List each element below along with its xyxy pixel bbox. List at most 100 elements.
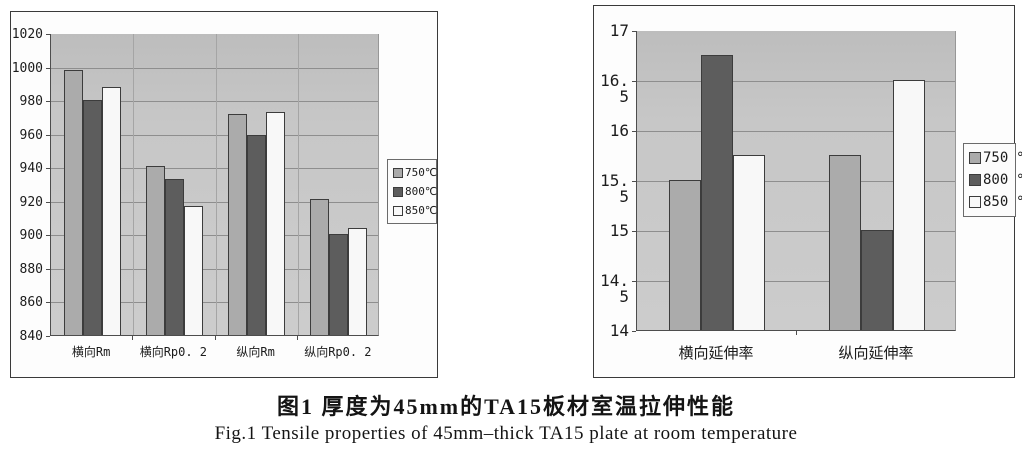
left-chart: 1020 1000 980 960 940 920 900 880 860 840 横向Rm 横向Rp…	[10, 11, 438, 378]
right-chart: 17 16. 5 16 15. 5 15 14. 5 14 横向延伸率 纵向延伸率 750 ℃ 80…	[593, 5, 1022, 378]
legend-swatch	[969, 174, 981, 186]
category-separator	[216, 34, 217, 335]
bar-850-cat1	[102, 87, 121, 335]
legend-swatch	[969, 196, 981, 208]
x-axis-tick-mark	[215, 336, 216, 340]
bar-750-cat1	[669, 180, 701, 330]
y-axis-tick-label: 16	[609, 121, 629, 140]
y-axis-tick-label: 840	[19, 328, 43, 344]
y-axis-tick-mark	[46, 34, 50, 35]
legend-swatch	[393, 167, 403, 178]
category-label: 横向延伸率	[678, 344, 754, 362]
caption-chinese: 图1 厚度为45mm的TA15板材室温拉伸性能	[276, 394, 736, 419]
gridline	[51, 168, 378, 169]
gridline	[637, 81, 955, 82]
y-axis-tick-mark	[632, 281, 636, 282]
y-axis-tick-mark	[632, 181, 636, 182]
gridline	[637, 181, 955, 182]
legend-item: 800 ℃	[969, 169, 1022, 191]
legend-swatch	[393, 186, 403, 197]
y-axis-tick-label: 920	[19, 194, 43, 210]
legend: 750 ℃ 800 ℃ 850 ℃	[963, 143, 1022, 217]
y-axis-tick-label: 900	[19, 227, 43, 243]
bar-750-cat2	[829, 155, 861, 330]
y-axis-tick-label: 860	[19, 294, 43, 310]
y-axis-tick-mark	[632, 31, 636, 32]
bar-750-cat4	[310, 199, 329, 335]
gridline	[51, 302, 378, 303]
legend-label: 850 ℃	[983, 194, 1022, 210]
gridline	[51, 235, 378, 236]
y-axis-tick-label: 15. 5	[600, 171, 629, 206]
category-label: 横向Rp0. 2	[139, 345, 208, 359]
gridline	[51, 135, 378, 136]
y-axis-tick-mark	[46, 135, 50, 136]
legend-item: 750℃	[393, 163, 437, 182]
legend-swatch	[969, 152, 981, 164]
legend-label: 800℃	[405, 185, 438, 198]
gridline	[637, 131, 955, 132]
caption-english: Fig.1 Tensile properties of 45mm–thick T…	[214, 423, 798, 444]
y-axis-tick-label: 960	[19, 127, 43, 143]
bar-750-cat2	[146, 166, 165, 335]
bar-850-cat3	[266, 112, 285, 335]
legend-label: 750℃	[405, 166, 438, 179]
y-axis-tick-mark	[46, 202, 50, 203]
legend-label: 800 ℃	[983, 172, 1022, 188]
gridline	[51, 68, 378, 69]
x-axis-tick-mark	[132, 336, 133, 340]
y-axis-tick-mark	[46, 336, 50, 337]
bar-800-cat2	[861, 230, 893, 330]
legend-item: 850 ℃	[969, 191, 1022, 213]
gridline	[51, 269, 378, 270]
legend-label: 750 ℃	[983, 150, 1022, 166]
y-axis-tick-label: 1000	[11, 60, 43, 76]
category-label: 纵向延伸率	[838, 344, 914, 362]
y-axis-tick-mark	[46, 269, 50, 270]
bar-800-cat1	[701, 55, 733, 330]
bar-850-cat2	[893, 80, 925, 330]
y-axis-tick-mark	[46, 68, 50, 69]
x-axis-tick-mark	[297, 336, 298, 340]
y-axis-tick-label: 14	[609, 321, 629, 340]
bar-850-cat4	[348, 228, 367, 335]
plot-area	[50, 34, 379, 336]
category-label: 横向Rm	[71, 345, 111, 359]
legend-item: 750 ℃	[969, 147, 1022, 169]
y-axis-tick-mark	[632, 331, 636, 332]
legend-swatch	[393, 205, 403, 216]
y-axis-tick-mark	[632, 131, 636, 132]
bar-750-cat1	[64, 70, 83, 335]
legend-label: 850℃	[405, 204, 438, 217]
y-axis-tick-mark	[632, 231, 636, 232]
x-axis-tick-mark	[796, 331, 797, 335]
y-axis-tick-label: 16. 5	[600, 71, 629, 106]
y-axis-tick-label: 980	[19, 93, 43, 109]
category-separator	[298, 34, 299, 335]
legend-item: 850℃	[393, 201, 437, 220]
bar-800-cat4	[329, 234, 348, 335]
y-axis-tick-label: 17	[609, 21, 629, 40]
y-axis-tick-mark	[632, 81, 636, 82]
category-separator	[133, 34, 134, 335]
y-axis-tick-label: 880	[19, 261, 43, 277]
bar-850-cat2	[184, 206, 203, 335]
bar-800-cat1	[83, 100, 102, 335]
category-label: 纵向Rp0. 2	[304, 345, 372, 359]
bar-800-cat3	[247, 135, 266, 335]
legend: 750℃ 800℃ 850℃	[387, 159, 437, 224]
y-axis-tick-label: 1020	[11, 26, 43, 42]
gridline	[637, 231, 955, 232]
legend-item: 800℃	[393, 182, 437, 201]
plot-area	[636, 31, 956, 331]
gridline	[637, 281, 955, 282]
gridline	[51, 101, 378, 102]
bar-850-cat1	[733, 155, 765, 330]
y-axis-tick-label: 940	[19, 160, 43, 176]
y-axis-tick-mark	[46, 101, 50, 102]
y-axis-tick-mark	[46, 168, 50, 169]
gridline	[51, 202, 378, 203]
y-axis-tick-mark	[46, 302, 50, 303]
category-label: 纵向Rm	[236, 345, 275, 359]
bar-800-cat2	[165, 179, 184, 335]
